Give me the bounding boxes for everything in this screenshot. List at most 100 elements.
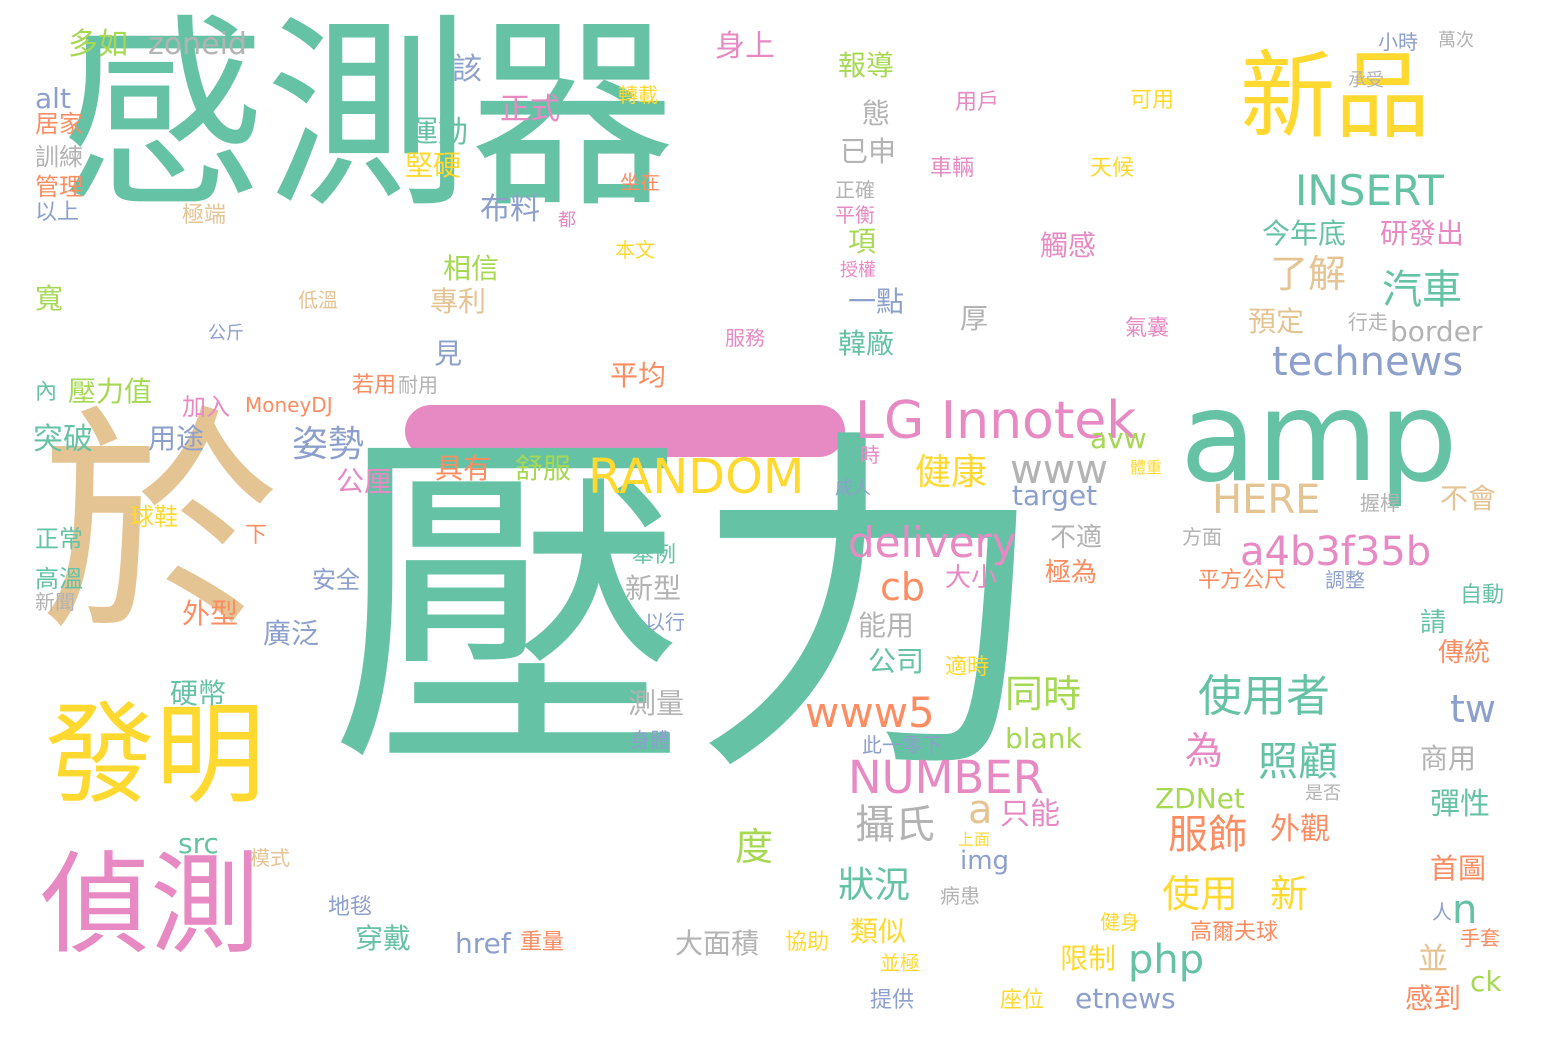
- cloud-word: 行走: [1348, 310, 1388, 334]
- cloud-word: 上面: [958, 830, 991, 849]
- cloud-word: 調整: [1325, 568, 1365, 592]
- cloud-word: 適時: [945, 655, 990, 680]
- cloud-word: 若用: [352, 373, 397, 398]
- cloud-word: 平方公尺: [1198, 568, 1287, 593]
- cloud-word: img: [960, 846, 1010, 876]
- cloud-word: 小時: [1378, 30, 1418, 54]
- cloud-word: blank: [1005, 722, 1082, 755]
- cloud-word: 不會: [1440, 482, 1497, 515]
- cloud-word: 模式: [250, 846, 290, 870]
- cloud-word: NUMBER: [848, 751, 1044, 804]
- cloud-word: 服務: [725, 326, 765, 350]
- cloud-word: 握桿: [1360, 491, 1400, 515]
- cloud-word: 突破: [33, 422, 93, 457]
- cloud-word: etnews: [1075, 982, 1176, 1015]
- cloud-word: 感到: [1405, 982, 1462, 1015]
- cloud-word: alt: [35, 82, 71, 115]
- cloud-word: zoneid: [148, 27, 247, 62]
- cloud-word: 傳統: [1438, 638, 1491, 668]
- cloud-word: 照顧: [1258, 739, 1338, 785]
- cloud-word: 偵測: [40, 841, 260, 969]
- cloud-word: 同時: [1005, 672, 1082, 716]
- cloud-word: 平衡: [835, 203, 875, 227]
- cloud-word: 壓力: [330, 400, 1050, 819]
- cloud-word: cb: [880, 565, 926, 609]
- cloud-word: 加入: [182, 393, 230, 421]
- cloud-word: border: [1390, 315, 1483, 348]
- cloud-word: 高溫: [35, 565, 83, 593]
- cloud-word: 報導: [838, 49, 895, 82]
- cloud-word: 度: [735, 825, 774, 869]
- cloud-word: 該: [452, 52, 482, 87]
- cloud-word: 健身: [1100, 910, 1140, 934]
- cloud-word: avw: [1090, 422, 1147, 455]
- cloud-word: 能用: [858, 609, 915, 642]
- cloud-word: 成人: [835, 478, 871, 499]
- cloud-word: 提供: [870, 988, 915, 1013]
- cloud-word: 為: [1185, 729, 1224, 773]
- dash-mark: [405, 405, 845, 457]
- cloud-word: 地毯: [328, 895, 373, 920]
- cloud-word: 彈性: [1430, 787, 1490, 822]
- cloud-word: MoneyDJ: [245, 393, 333, 417]
- cloud-word: 球鞋: [130, 503, 178, 531]
- cloud-word: 舉例: [632, 543, 677, 568]
- cloud-word: 身體: [630, 728, 670, 752]
- cloud-word: 多如: [68, 27, 128, 62]
- cloud-word: 今年底: [1262, 217, 1347, 250]
- cloud-word: 協助: [785, 930, 830, 955]
- cloud-word: 平均: [610, 359, 667, 392]
- cloud-word: 極為: [1045, 558, 1098, 588]
- cloud-word: technews: [1272, 339, 1464, 385]
- cloud-word: 感測器: [60, 0, 675, 236]
- cloud-word: 態: [862, 97, 891, 130]
- cloud-word: 布料: [480, 192, 540, 227]
- cloud-word: a: [968, 787, 993, 833]
- cloud-word: 預定: [1248, 305, 1305, 338]
- cloud-word: 公厘: [336, 465, 393, 498]
- cloud-word: 公司: [868, 645, 925, 678]
- cloud-word: 身上: [715, 29, 775, 64]
- cloud-word: 居家: [35, 110, 83, 138]
- cloud-word: 大小: [945, 563, 998, 593]
- cloud-word: 極端: [182, 203, 227, 228]
- cloud-word: 使用: [1162, 872, 1239, 916]
- cloud-word: 外觀: [1270, 812, 1330, 847]
- cloud-word: 使用者: [1198, 671, 1330, 722]
- cloud-word: 車輛: [930, 156, 975, 181]
- cloud-word: 用途: [148, 422, 205, 455]
- cloud-word: www: [1010, 447, 1109, 493]
- cloud-word: 厚: [960, 302, 989, 335]
- cloud-word: 相信: [443, 252, 500, 285]
- cloud-word: 韓廠: [838, 327, 895, 360]
- cloud-word: delivery: [848, 518, 1017, 567]
- cloud-word: 於: [40, 385, 281, 665]
- cloud-word: 氣囊: [1125, 316, 1170, 341]
- cloud-word: 廣泛: [263, 617, 320, 650]
- cloud-word: RANDOM: [588, 449, 805, 505]
- cloud-word: 只能: [1000, 797, 1060, 832]
- cloud-word: 座位: [1000, 988, 1045, 1013]
- cloud-word: 舒服: [515, 452, 572, 485]
- cloud-word: ZDNet: [1155, 782, 1245, 815]
- cloud-word: 類似: [850, 915, 907, 948]
- cloud-word: 健康: [915, 452, 988, 493]
- cloud-word: amp: [1180, 365, 1458, 510]
- cloud-word: 本文: [615, 238, 655, 262]
- cloud-word: ck: [1470, 965, 1502, 998]
- cloud-word: 攝氏: [855, 802, 935, 848]
- cloud-word: 人: [1432, 900, 1452, 924]
- cloud-word: php: [1128, 937, 1205, 983]
- cloud-word: src: [178, 827, 219, 860]
- cloud-word: tw: [1450, 687, 1496, 731]
- cloud-word: 時: [860, 443, 880, 467]
- cloud-word: 研發出: [1380, 217, 1465, 250]
- cloud-word: 病患: [940, 884, 980, 908]
- cloud-word: INSERT: [1295, 166, 1444, 215]
- cloud-word: 了解: [1270, 252, 1347, 296]
- cloud-word: 坐在: [620, 170, 660, 194]
- cloud-word: 正確: [835, 178, 875, 202]
- cloud-word: 首圖: [1430, 852, 1487, 885]
- cloud-word: 並極: [880, 951, 920, 975]
- cloud-word: 項: [848, 225, 877, 258]
